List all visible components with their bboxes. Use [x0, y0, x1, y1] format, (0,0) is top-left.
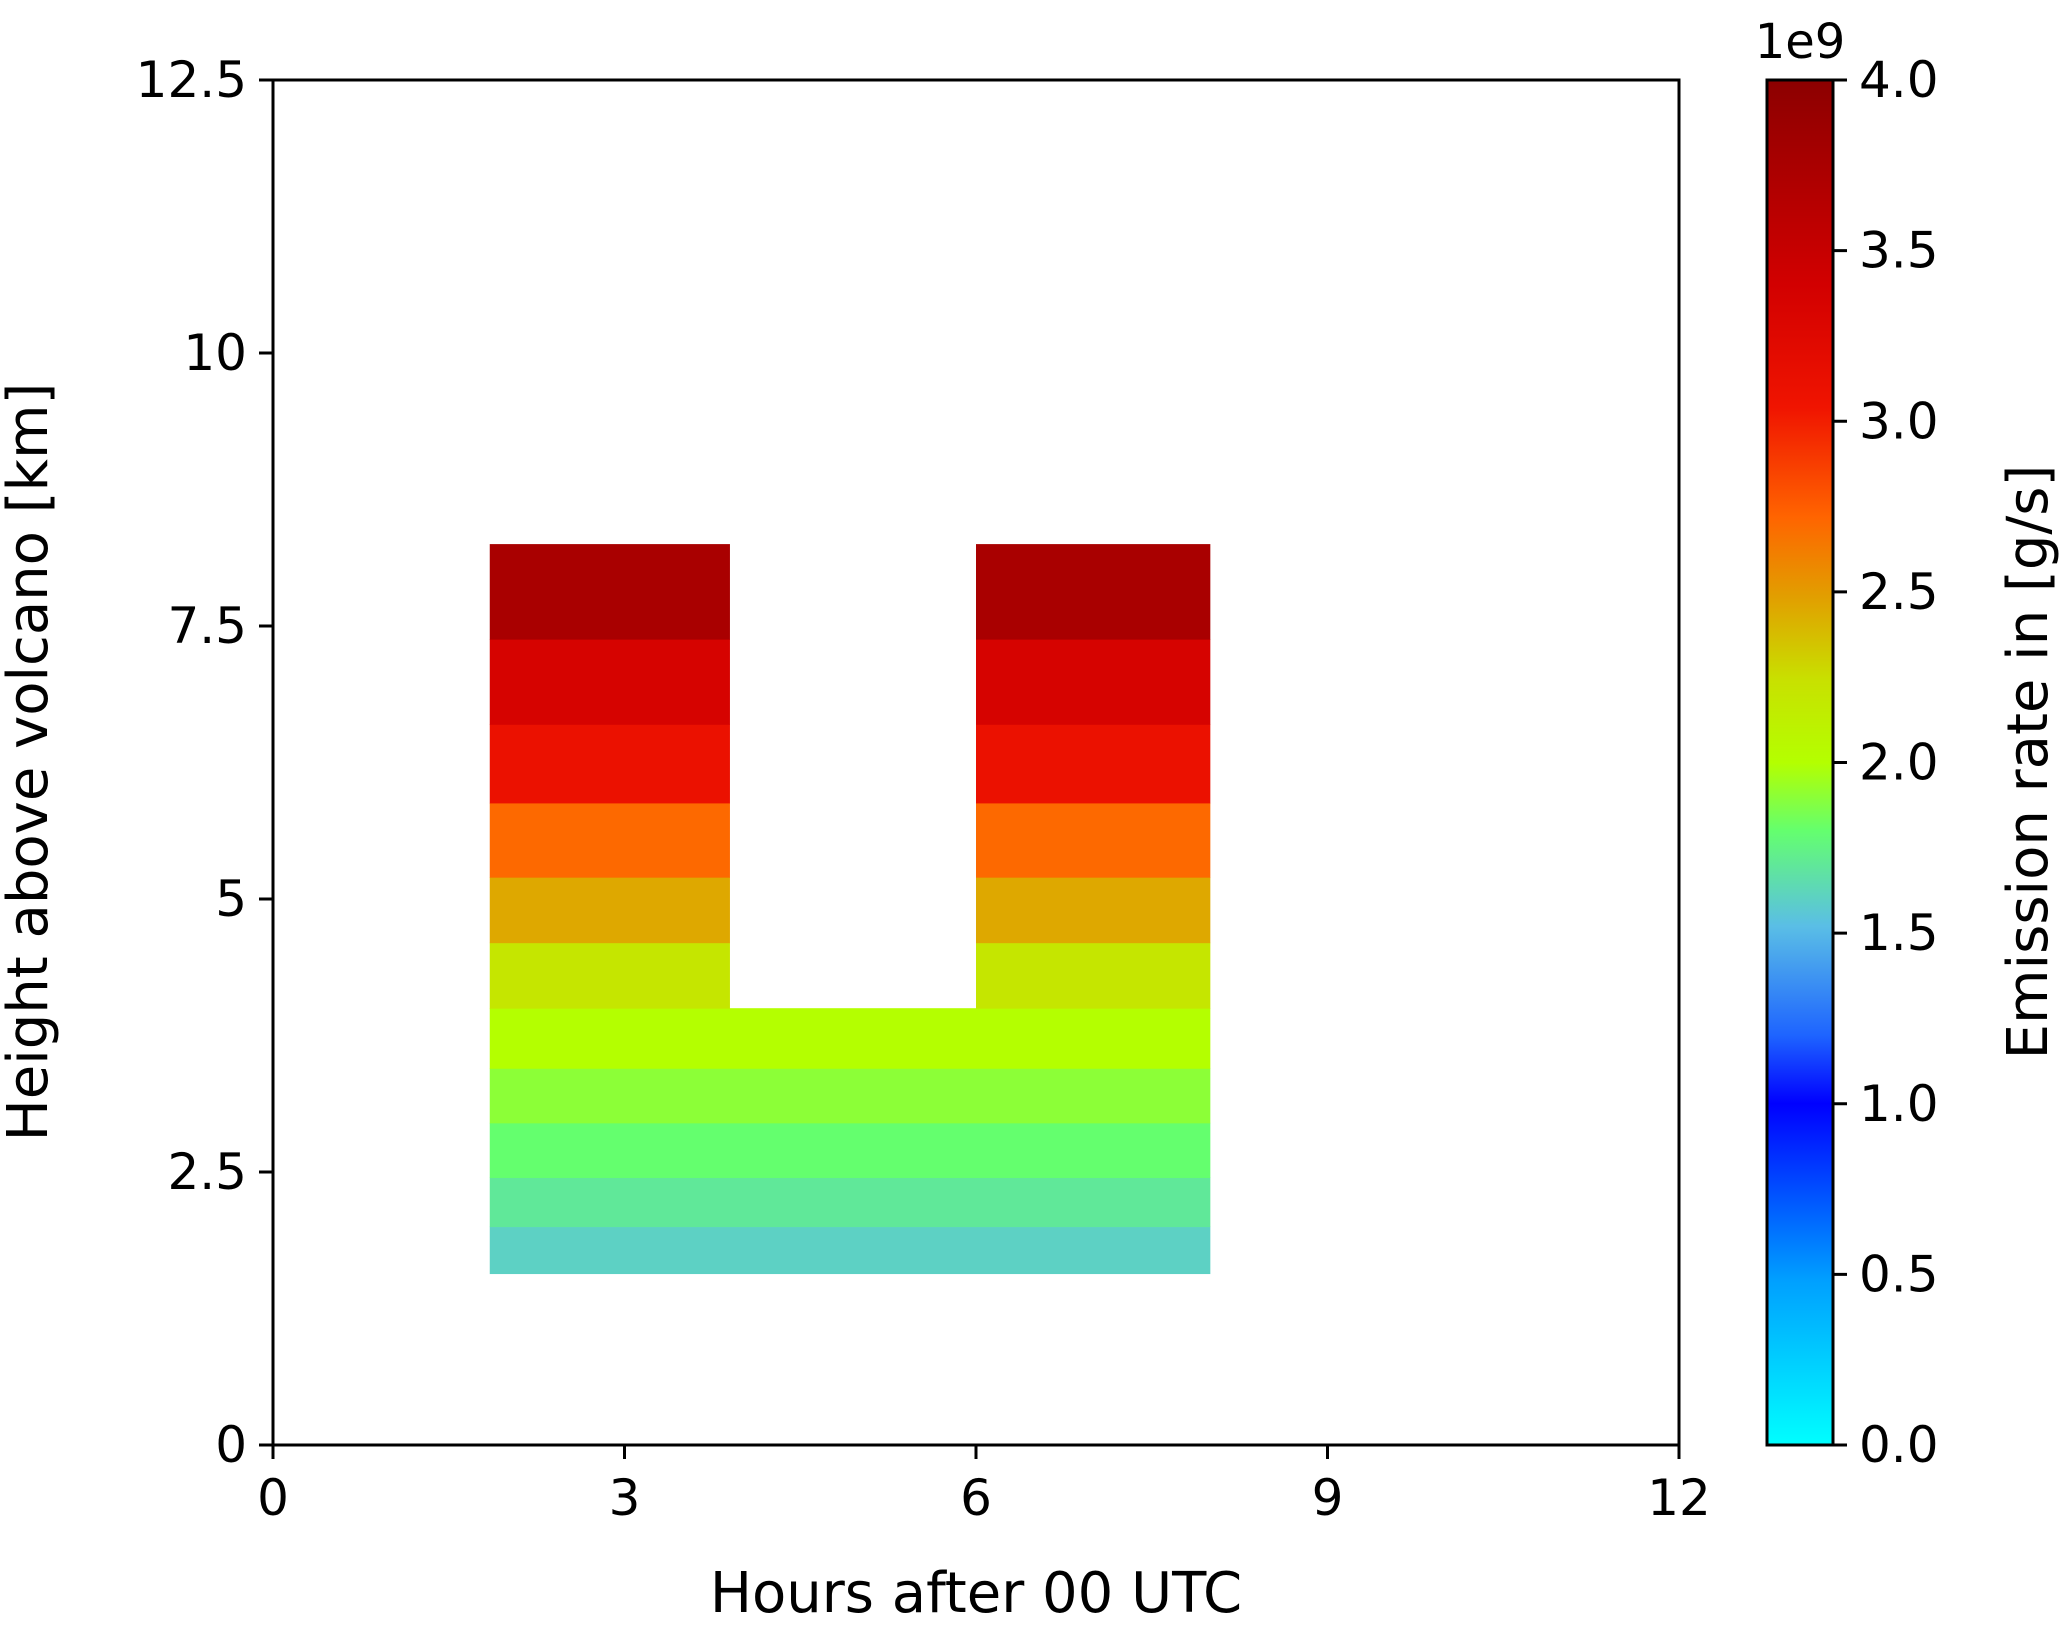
colorbar-tick-label: 3.0: [1859, 392, 1939, 450]
heatmap-cell: [489, 942, 730, 1009]
colorbar-tick-label: 0.5: [1859, 1245, 1939, 1303]
x-tick-label: 3: [609, 1469, 641, 1527]
colorbar-tick-label: 2.5: [1859, 563, 1939, 621]
colorbar: [1765, 78, 1835, 1447]
colorbar-tick-label: 1.5: [1859, 904, 1939, 962]
heatmap-cell: [489, 544, 730, 640]
heatmap-cell: [489, 1122, 1211, 1178]
y-tick-label: 5: [215, 870, 247, 928]
colorbar-tick-label: 1.0: [1859, 1075, 1939, 1133]
heatmap-cell: [489, 1177, 1211, 1228]
heatmap-cells: [489, 544, 1211, 1275]
heatmap-cell: [976, 724, 1211, 804]
y-axis-label: Height above volcano [km]: [0, 383, 61, 1142]
colorbar-label: Emission rate in [g/s]: [1996, 465, 2061, 1060]
x-tick-label: 0: [257, 1469, 289, 1527]
heatmap-cell: [489, 1068, 1211, 1124]
heatmap-cell: [489, 724, 730, 804]
heatmap-cell: [976, 942, 1211, 1009]
y-axis-ticks: 0 2.5 5 7.5 10 12.5: [136, 51, 273, 1474]
colorbar-tick-label: 0.0: [1859, 1416, 1939, 1474]
colorbar-multiplier: 1e9: [1755, 14, 1846, 70]
y-tick-label: 12.5: [136, 51, 247, 109]
x-tick-label: 6: [960, 1469, 992, 1527]
heatmap-cell: [489, 639, 730, 725]
heatmap-cell: [489, 802, 730, 878]
colorbar-tick-label: 3.5: [1859, 222, 1939, 280]
heatmap-cell: [489, 877, 730, 944]
x-axis-label: Hours after 00 UTC: [710, 1561, 1242, 1626]
heatmap-cell: [976, 802, 1211, 878]
x-axis-ticks: 0 3 6 9 12: [257, 1445, 1711, 1527]
colorbar-tick-label: 2.0: [1859, 734, 1939, 792]
y-tick-label: 2.5: [167, 1143, 247, 1201]
x-tick-label: 12: [1647, 1469, 1711, 1527]
colorbar-tick-label: 4.0: [1859, 51, 1939, 109]
colorbar-ticks: 0.0 0.5 1.0 1.5 2.0 2.5 3.0 3.5 4.0: [1833, 51, 1939, 1474]
y-tick-label: 10: [183, 324, 247, 382]
heatmap-cell: [976, 877, 1211, 944]
x-tick-label: 9: [1312, 1469, 1344, 1527]
heatmap-cell: [489, 1226, 1211, 1275]
y-tick-label: 7.5: [167, 597, 247, 655]
heatmap-cell: [489, 1008, 1211, 1069]
heatmap-cell: [976, 639, 1211, 725]
heatmap-cell: [976, 544, 1211, 640]
y-tick-label: 0: [215, 1416, 247, 1474]
